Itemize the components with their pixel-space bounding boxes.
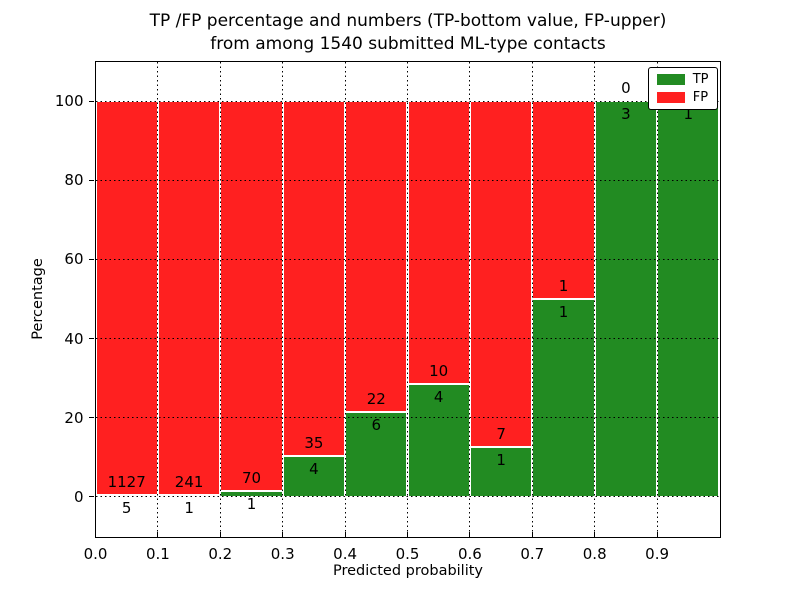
bar-segment-fp xyxy=(345,101,408,413)
fp-count-label: 35 xyxy=(304,434,324,453)
y-tick-mark xyxy=(89,100,94,102)
legend-item: TP xyxy=(656,71,709,87)
vertical-gridline xyxy=(594,61,596,537)
bar-segment-fp xyxy=(157,101,221,496)
y-tick-mark xyxy=(89,258,94,260)
tp-count-label: 4 xyxy=(309,460,319,479)
bar-segment-fp xyxy=(407,101,470,384)
vertical-gridline xyxy=(344,61,346,537)
y-tick-mark xyxy=(89,496,94,498)
horizontal-gridline xyxy=(95,338,720,340)
x-tick-mark xyxy=(219,531,221,537)
fp-count-label: 10 xyxy=(429,361,449,380)
x-tick-mark xyxy=(282,531,284,537)
vertical-gridline xyxy=(282,61,284,537)
x-tick-mark xyxy=(344,531,346,537)
tp-count-label: 1 xyxy=(246,495,257,514)
x-tick-label: 0.6 xyxy=(457,544,482,563)
bar-segment-tp xyxy=(532,299,595,497)
vertical-gridline xyxy=(157,61,159,537)
x-tick-label: 0.1 xyxy=(145,544,170,563)
fp-count-label: 0 xyxy=(621,79,631,98)
bar-segment-fp xyxy=(532,101,595,299)
tp-count-label: 5 xyxy=(121,499,132,518)
vertical-gridline xyxy=(219,61,221,537)
x-tick-mark xyxy=(469,531,471,537)
x-tick-mark xyxy=(594,531,596,537)
horizontal-gridline xyxy=(95,258,720,260)
legend-item: FP xyxy=(656,89,709,105)
fp-count-label: 1127 xyxy=(107,473,146,492)
y-tick-label: 100 xyxy=(54,92,84,111)
chart-title: TP /FP percentage and numbers (TP-bottom… xyxy=(96,10,720,56)
y-axis-label: Percentage xyxy=(30,258,46,340)
horizontal-gridline xyxy=(95,179,720,181)
y-tick-mark xyxy=(89,338,94,340)
x-tick-mark xyxy=(531,531,533,537)
vertical-gridline xyxy=(469,61,471,537)
x-tick-label: 0.4 xyxy=(333,544,358,563)
fp-count-label: 1 xyxy=(558,277,569,295)
x-tick-label: 0.5 xyxy=(395,544,420,563)
tp-count-label: 1 xyxy=(184,499,194,518)
tp-count-label: 1 xyxy=(683,105,694,124)
legend-label: TP xyxy=(692,71,709,87)
y-tick-label: 0 xyxy=(73,487,84,506)
fp-count-label: 7 xyxy=(496,425,506,444)
plot-area: TP FP 1127 5 241 1 70 1 35 4 22 6 10 4 7 1 1 1 0 3 1 0.0 0.1 0… xyxy=(55,60,721,563)
tp-count-label: 6 xyxy=(371,416,382,435)
vertical-gridline xyxy=(656,61,658,537)
tp-count-label: 1 xyxy=(496,451,506,470)
legend-swatch-fp xyxy=(656,91,685,103)
bar-segment-fp xyxy=(469,101,533,448)
x-tick-mark xyxy=(157,531,159,537)
x-axis-label: Predicted probability xyxy=(332,563,484,579)
bar-segment-tp xyxy=(594,101,658,497)
x-tick-label: 0.0 xyxy=(83,544,108,563)
y-tick-label: 60 xyxy=(64,250,84,269)
bar-segment-fp xyxy=(282,101,346,457)
bar-segment-fp xyxy=(95,101,158,496)
x-tick-label: 0.8 xyxy=(582,544,607,563)
bar-segment-tp xyxy=(407,383,470,497)
x-tick-label: 0.3 xyxy=(270,544,295,563)
bar-segment-tp xyxy=(282,456,346,497)
y-tick-mark xyxy=(89,179,94,181)
y-tick-label: 80 xyxy=(64,171,84,190)
vertical-gridline xyxy=(407,61,408,537)
fp-count-label: 22 xyxy=(366,390,386,409)
bar-segment-tp xyxy=(657,101,720,497)
tp-count-label: 1 xyxy=(558,303,569,321)
horizontal-gridline xyxy=(95,496,720,498)
horizontal-gridline xyxy=(95,417,720,419)
legend-swatch-tp xyxy=(656,73,685,85)
bar-segment-fp xyxy=(220,101,283,492)
y-tick-label: 20 xyxy=(64,408,84,427)
vertical-gridline xyxy=(531,61,533,537)
y-tick-label: 40 xyxy=(64,329,84,348)
x-tick-label: 0.2 xyxy=(208,544,233,563)
legend: TP FP xyxy=(647,66,718,110)
bar-segment-tp xyxy=(345,412,408,497)
fp-count-label: 241 xyxy=(174,473,204,492)
fp-count-label: 70 xyxy=(241,469,262,488)
chart-title-line2: from among 1540 submitted ML-type contac… xyxy=(210,34,606,54)
horizontal-gridline xyxy=(95,100,720,102)
x-tick-mark xyxy=(656,531,658,537)
x-tick-label: 0.9 xyxy=(645,544,670,563)
bar-segment-tp xyxy=(469,447,533,497)
x-tick-label: 0.7 xyxy=(520,544,545,563)
x-tick-mark xyxy=(95,531,96,537)
tp-count-label: 3 xyxy=(621,105,631,124)
legend-label: FP xyxy=(692,89,709,105)
y-tick-mark xyxy=(89,417,94,419)
tp-count-label: 4 xyxy=(433,387,444,406)
chart-title-line1: TP /FP percentage and numbers (TP-bottom… xyxy=(149,11,667,31)
x-tick-mark xyxy=(407,531,408,537)
